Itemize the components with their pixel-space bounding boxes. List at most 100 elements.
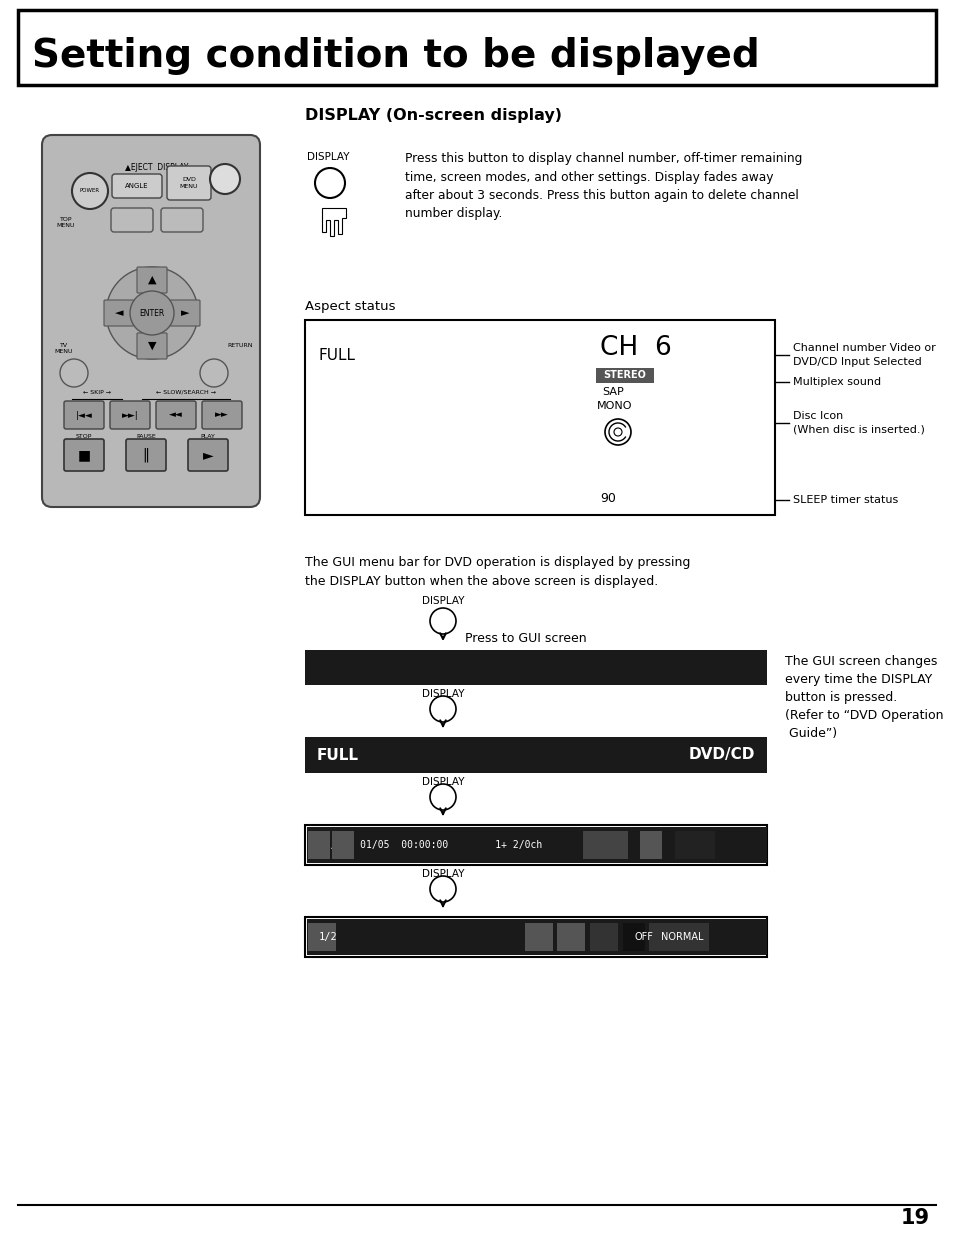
Text: MONO: MONO bbox=[597, 401, 632, 411]
Circle shape bbox=[430, 876, 456, 902]
Text: Multiplex sound: Multiplex sound bbox=[792, 377, 881, 387]
Text: DVD/CD: DVD/CD bbox=[688, 747, 754, 762]
FancyBboxPatch shape bbox=[188, 438, 228, 471]
Circle shape bbox=[60, 359, 88, 387]
Text: |◄◄: |◄◄ bbox=[75, 410, 92, 420]
Bar bbox=[675, 831, 714, 860]
Text: FULL: FULL bbox=[316, 747, 358, 762]
Text: Setting condition to be displayed: Setting condition to be displayed bbox=[32, 37, 759, 75]
Text: DISPLAY: DISPLAY bbox=[421, 597, 464, 606]
Bar bbox=[557, 923, 584, 951]
Text: 1/2: 1/2 bbox=[318, 932, 337, 942]
Bar bbox=[307, 919, 766, 955]
Text: PLAY: PLAY bbox=[200, 433, 215, 438]
Text: ← SKIP →: ← SKIP → bbox=[83, 390, 111, 395]
Circle shape bbox=[210, 164, 240, 194]
Text: POWER: POWER bbox=[80, 189, 100, 194]
Circle shape bbox=[130, 291, 173, 335]
Circle shape bbox=[614, 429, 621, 436]
Text: FULL: FULL bbox=[318, 348, 355, 363]
Text: Press this button to display channel number, off-timer remaining
time, screen mo: Press this button to display channel num… bbox=[405, 152, 801, 221]
Text: STOP: STOP bbox=[75, 433, 92, 438]
Bar bbox=[305, 650, 766, 685]
Bar bbox=[648, 923, 708, 951]
FancyBboxPatch shape bbox=[137, 333, 167, 359]
Bar bbox=[308, 923, 335, 951]
Bar bbox=[639, 831, 661, 860]
Text: Channel number Video or
DVD/CD Input Selected: Channel number Video or DVD/CD Input Sel… bbox=[792, 343, 935, 367]
Bar bbox=[305, 918, 766, 957]
Text: CH  6: CH 6 bbox=[599, 335, 671, 361]
Text: ◄◄: ◄◄ bbox=[169, 410, 183, 420]
Text: ← SLOW/SEARCH →: ← SLOW/SEARCH → bbox=[156, 390, 215, 395]
Bar bbox=[332, 831, 354, 860]
Bar bbox=[524, 923, 553, 951]
Text: 90: 90 bbox=[599, 492, 616, 505]
Text: ►: ► bbox=[180, 308, 189, 317]
Bar bbox=[308, 831, 330, 860]
Text: DISPLAY: DISPLAY bbox=[421, 689, 464, 699]
Text: Aspect status: Aspect status bbox=[305, 300, 395, 312]
Text: OFF: OFF bbox=[635, 932, 653, 942]
FancyBboxPatch shape bbox=[42, 135, 260, 508]
Polygon shape bbox=[322, 207, 346, 236]
Text: TOP
MENU: TOP MENU bbox=[56, 217, 75, 227]
Circle shape bbox=[604, 419, 630, 445]
Bar bbox=[596, 368, 654, 383]
Text: SLEEP timer status: SLEEP timer status bbox=[792, 495, 898, 505]
Text: ▲: ▲ bbox=[148, 275, 156, 285]
Text: DVD
MENU: DVD MENU bbox=[179, 178, 198, 189]
Text: ANGLE: ANGLE bbox=[125, 183, 149, 189]
Text: RETURN: RETURN bbox=[227, 343, 253, 348]
Text: STEREO: STEREO bbox=[603, 370, 646, 380]
Circle shape bbox=[106, 267, 198, 359]
Bar bbox=[18, 10, 935, 85]
FancyBboxPatch shape bbox=[202, 401, 242, 429]
Circle shape bbox=[200, 359, 228, 387]
FancyBboxPatch shape bbox=[110, 401, 150, 429]
FancyBboxPatch shape bbox=[112, 174, 162, 198]
Text: Disc Icon
(When disc is inserted.): Disc Icon (When disc is inserted.) bbox=[792, 411, 923, 435]
FancyBboxPatch shape bbox=[126, 438, 166, 471]
Text: ▼: ▼ bbox=[148, 341, 156, 351]
Bar bbox=[305, 737, 766, 773]
Text: SAP: SAP bbox=[601, 387, 623, 396]
Text: ENTER: ENTER bbox=[139, 309, 165, 317]
Bar bbox=[305, 825, 766, 864]
Text: ■: ■ bbox=[77, 448, 91, 462]
Bar bbox=[622, 923, 644, 951]
Circle shape bbox=[71, 173, 108, 209]
Text: DISPLAY: DISPLAY bbox=[307, 152, 349, 162]
Text: 19: 19 bbox=[900, 1208, 929, 1228]
Bar bbox=[305, 320, 774, 515]
Text: Press to GUI screen: Press to GUI screen bbox=[464, 632, 586, 646]
FancyBboxPatch shape bbox=[167, 165, 211, 200]
FancyBboxPatch shape bbox=[104, 300, 133, 326]
Bar bbox=[307, 827, 766, 863]
Text: PAUSE: PAUSE bbox=[136, 433, 155, 438]
FancyBboxPatch shape bbox=[170, 300, 200, 326]
Circle shape bbox=[430, 784, 456, 810]
Text: ►►|: ►►| bbox=[121, 410, 138, 420]
FancyBboxPatch shape bbox=[161, 207, 203, 232]
Circle shape bbox=[430, 608, 456, 634]
Text: DISPLAY (On-screen display): DISPLAY (On-screen display) bbox=[305, 107, 561, 124]
FancyBboxPatch shape bbox=[137, 267, 167, 293]
Text: DISPLAY: DISPLAY bbox=[421, 777, 464, 787]
FancyBboxPatch shape bbox=[64, 401, 104, 429]
Bar bbox=[582, 831, 627, 860]
Text: The GUI screen changes
every time the DISPLAY
button is pressed.
(Refer to “DVD : The GUI screen changes every time the DI… bbox=[784, 655, 943, 740]
Text: NORMAL: NORMAL bbox=[660, 932, 702, 942]
Text: The GUI menu bar for DVD operation is displayed by pressing
the DISPLAY button w: The GUI menu bar for DVD operation is di… bbox=[305, 556, 690, 588]
Text: DISPLAY: DISPLAY bbox=[421, 869, 464, 879]
Text: ►: ► bbox=[202, 448, 213, 462]
Bar bbox=[589, 923, 618, 951]
Text: ‖: ‖ bbox=[142, 448, 150, 462]
FancyBboxPatch shape bbox=[64, 438, 104, 471]
Text: 01/12  01/05  00:00:00        1+ 2/0ch: 01/12 01/05 00:00:00 1+ 2/0ch bbox=[318, 840, 541, 850]
FancyBboxPatch shape bbox=[111, 207, 152, 232]
Text: ►►: ►► bbox=[214, 410, 229, 420]
Text: ◄: ◄ bbox=[114, 308, 123, 317]
Circle shape bbox=[430, 697, 456, 722]
Circle shape bbox=[314, 168, 345, 198]
